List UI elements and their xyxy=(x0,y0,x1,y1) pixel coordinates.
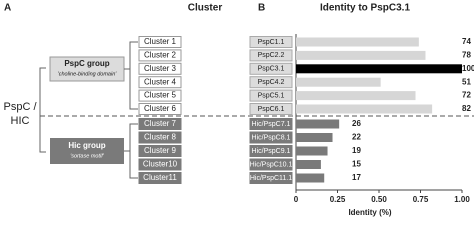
x-tick-label: 0 xyxy=(294,195,299,204)
y-tick-label: Hic/PspC8.1 xyxy=(252,134,291,141)
value-label: 17 xyxy=(352,173,361,182)
bracket xyxy=(124,123,138,179)
x-tick-label: 0.50 xyxy=(371,195,387,204)
cluster-label: Cluster 4 xyxy=(144,77,177,86)
bar xyxy=(296,104,433,114)
cluster-box xyxy=(138,103,182,115)
group-subtitle: 'choline-binding domain' xyxy=(58,71,118,77)
value-label: 74 xyxy=(462,37,471,46)
x-tick-label: 0.25 xyxy=(330,195,346,204)
value-label: 78 xyxy=(462,51,471,60)
cluster-label: Cluster 7 xyxy=(144,119,177,128)
side-label: HIC xyxy=(11,115,30,127)
category-box xyxy=(249,131,293,144)
cluster-box xyxy=(138,62,182,75)
bar xyxy=(296,64,462,74)
x-tick-label: 0.75 xyxy=(413,195,429,204)
chart-title: Identity to PspC3.1 xyxy=(320,3,410,14)
cluster-label: Cluster 2 xyxy=(144,51,177,60)
cluster-label: Cluster 1 xyxy=(144,37,177,46)
y-tick-label: PspC6.1 xyxy=(258,106,285,113)
panel-title: Cluster xyxy=(188,3,223,14)
category-box xyxy=(249,62,293,75)
cluster-box xyxy=(138,131,182,144)
panel-label: B xyxy=(258,3,265,14)
cluster-label: Cluster 3 xyxy=(144,64,177,73)
value-label: 72 xyxy=(462,91,471,100)
cluster-label: Cluster 5 xyxy=(144,91,177,100)
y-tick-label: PspC5.1 xyxy=(258,92,285,99)
category-box xyxy=(249,145,293,157)
cluster-box xyxy=(138,36,182,48)
group-subtitle: 'sortase motif' xyxy=(70,153,105,159)
panel-label: A xyxy=(4,3,11,14)
cluster-label: Cluster10 xyxy=(143,160,178,169)
cluster-box xyxy=(138,158,182,171)
x-tick-label: 1.00 xyxy=(454,195,470,204)
bracket xyxy=(39,67,46,153)
side-label: PspC / xyxy=(3,101,37,113)
bar xyxy=(296,160,321,169)
cluster-box xyxy=(138,76,182,89)
x-axis-label: Identity (%) xyxy=(348,208,391,217)
bar xyxy=(296,133,333,142)
bar xyxy=(296,146,328,156)
cluster-box xyxy=(138,145,182,157)
y-tick-label: Hic/PspC9.1 xyxy=(252,148,291,155)
bar xyxy=(296,119,340,129)
category-box xyxy=(249,49,293,62)
cluster-label: Cluster 6 xyxy=(144,104,177,113)
value-label: 82 xyxy=(462,104,471,113)
y-tick-label: PspC1.1 xyxy=(258,39,285,46)
cluster-box xyxy=(138,172,182,184)
figure: A Cluster B Identity to PspC3.1 PspC / H… xyxy=(3,3,474,217)
bar xyxy=(296,173,325,183)
cluster-label: Cluster11 xyxy=(143,173,177,182)
bar xyxy=(296,50,426,60)
cluster-box xyxy=(138,89,182,102)
value-label: 100 xyxy=(462,64,474,73)
category-box xyxy=(249,89,293,102)
category-box xyxy=(249,76,293,89)
value-label: 15 xyxy=(352,160,361,169)
cluster-box xyxy=(138,49,182,62)
category-box xyxy=(249,158,293,171)
group-box xyxy=(50,138,124,164)
group-title: Hic group xyxy=(68,141,105,150)
bar xyxy=(296,77,381,87)
category-box xyxy=(249,118,293,130)
value-label: 22 xyxy=(352,133,361,142)
bar xyxy=(296,91,416,101)
y-tick-label: Hic/PspC7.1 xyxy=(252,121,291,128)
y-tick-label: Hic/PspC10.1 xyxy=(250,161,293,168)
value-label: 51 xyxy=(462,77,471,86)
cluster-label: Cluster 9 xyxy=(144,146,177,155)
value-label: 19 xyxy=(352,146,361,155)
value-label: 26 xyxy=(352,119,361,128)
bracket xyxy=(124,41,138,110)
y-tick-label: Hic/PspC11.1 xyxy=(250,175,292,182)
category-box xyxy=(249,36,293,48)
y-tick-label: PspC3.1 xyxy=(258,66,285,73)
category-box xyxy=(249,103,293,115)
bar xyxy=(296,37,419,47)
cluster-label: Cluster 8 xyxy=(144,133,177,142)
category-box xyxy=(249,172,293,184)
y-tick-label: PspC2.2 xyxy=(258,52,285,59)
group-title: PspC group xyxy=(64,59,109,68)
cluster-box xyxy=(138,118,182,130)
y-tick-label: PspC4.2 xyxy=(258,79,285,86)
